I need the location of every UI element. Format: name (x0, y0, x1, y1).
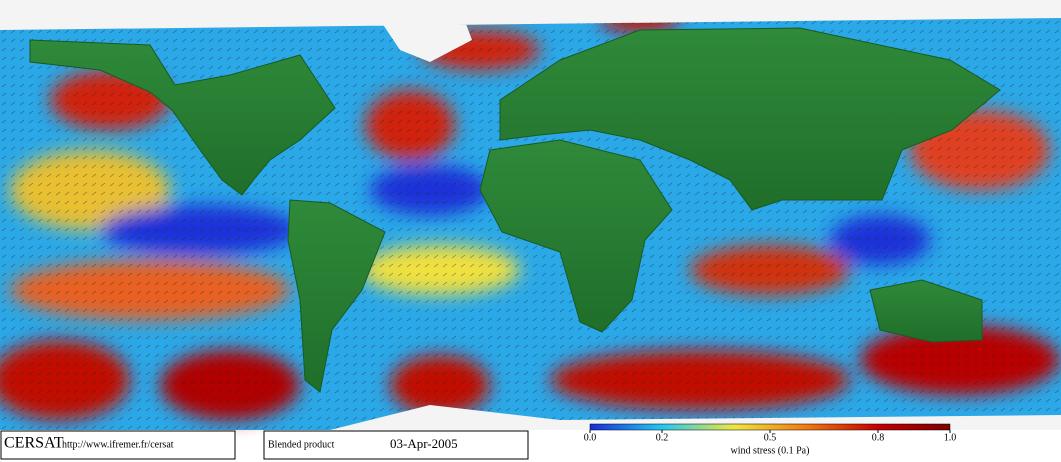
colorbar-tick-label: 0.8 (872, 432, 885, 443)
product: Blended product (268, 439, 335, 450)
url: http://www.ifremer.fr/cersat (62, 439, 174, 450)
colorbar: 0.0 0.2 0.5 0.8 1.0 (584, 423, 957, 443)
colorbar-label: wind stress (0.1 Pa) (731, 445, 810, 456)
colorbar-bar (589, 423, 951, 431)
colorbar-tick-label: 0.5 (764, 432, 777, 443)
colorbar-tick-label: 1.0 (944, 432, 957, 443)
date: 03-Apr-2005 (390, 436, 458, 451)
product-box (263, 430, 529, 460)
logo: CERSAT (4, 435, 64, 452)
logo-box (0, 430, 236, 460)
colorbar-tick-label: 0.2 (656, 432, 669, 443)
continents (29, 27, 1001, 393)
colorbar-tick-label: 0.0 (584, 432, 597, 443)
